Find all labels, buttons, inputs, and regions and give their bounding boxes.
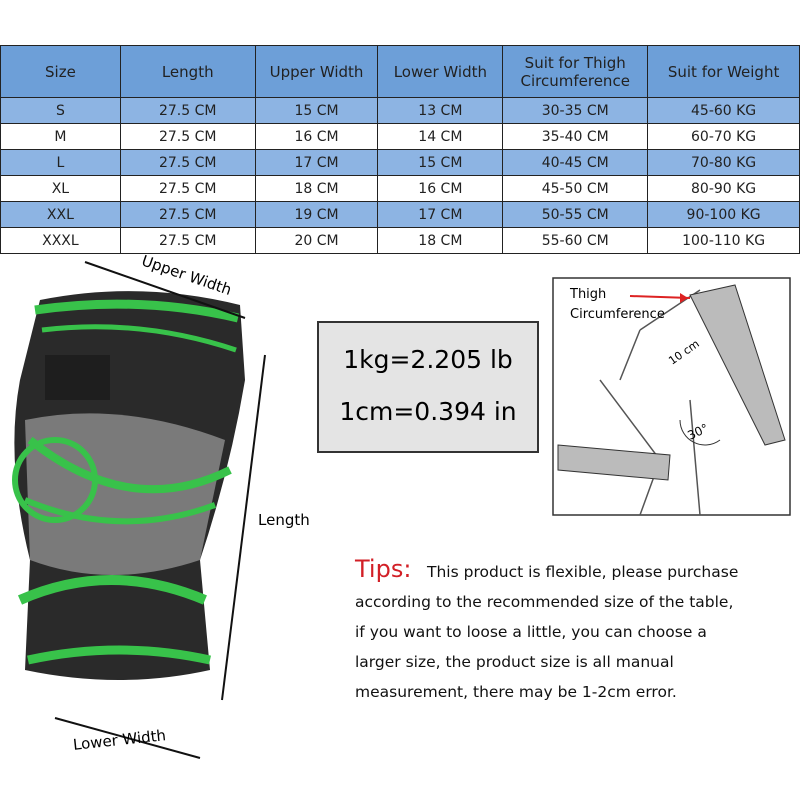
length-label: Length [258,511,310,529]
table-cell: 27.5 CM [119,97,256,124]
table-row: XL 27.5 CM 18 CM 16 CM 45-50 CM 80-90 KG [0,175,800,202]
table-row: L 27.5 CM 17 CM 15 CM 40-45 CM 70-80 KG [0,149,800,176]
table-cell: 19 CM [254,201,379,228]
table-cell: 17 CM [377,201,504,228]
table-cell: 70-80 KG [647,149,800,176]
table-cell: 27.5 CM [119,227,256,254]
tips-line: according to the recommended size of the… [355,593,733,611]
tips-line: larger size, the product size is all man… [355,653,674,671]
diagram-label: Thigh [569,287,606,302]
tips-line: measurement, there may be 1-2cm error. [355,683,677,701]
table-cell: 20 CM [254,227,379,254]
table-cell: 55-60 CM [502,227,649,254]
conversion: 1kg=2.205 lb [343,345,513,374]
table-cell: M [0,123,121,150]
diagram-label: Circumference [570,307,665,322]
knee-brace [12,291,245,680]
table-cell: 90-100 KG [647,201,800,228]
table-cell: Length [119,45,256,98]
table-cell: Lower Width [377,45,504,98]
table-cell: 14 CM [377,123,504,150]
table-cell: Size [0,45,121,98]
table-cell: S [0,97,121,124]
table-cell: 27.5 CM [119,149,256,176]
table-row: Size Length Upper Width Lower Width Suit for… [0,45,800,98]
tips-line: This product is flexible, please purchas… [426,563,738,581]
table-cell: 13 CM [377,97,504,124]
upper-width-line [84,261,246,319]
tips-label: Tips: [354,555,411,583]
table-cell: 30-35 CM [502,97,649,124]
table-cell: 18 CM [377,227,504,254]
lower-width-line [54,717,201,759]
table-cell: 40-45 CM [502,149,649,176]
table-cell: L [0,149,121,176]
table-cell: 16 CM [377,175,504,202]
conversion: 1cm=0.394 in [339,397,516,426]
size-table: Size Length Upper Width Lower Width Suit for… [0,45,800,254]
thigh-diagram [552,277,791,516]
table-cell: Suit for Thigh Circumference [502,45,649,98]
tips-text: This product is flexible, please purchas… [355,563,738,701]
table-cell: XXL [0,201,121,228]
table-cell: 27.5 CM [119,175,256,202]
table-cell: 15 CM [377,149,504,176]
length-line [221,354,266,701]
table-cell: 18 CM [254,175,379,202]
table-cell: 100-110 KG [647,227,800,254]
table-cell: 35-40 CM [502,123,649,150]
table-cell: 80-90 KG [647,175,800,202]
tips-line: if you want to loose a little, you can c… [355,623,707,641]
conversion-box [317,321,539,453]
table-cell: 15 CM [254,97,379,124]
table-row: M 27.5 CM 16 CM 14 CM 35-40 CM 60-70 KG [0,123,800,150]
lower-width-label: Lower Width [72,726,167,754]
table-cell: 17 CM [254,149,379,176]
table-row: XXXL 27.5 CM 20 CM 18 CM 55-60 CM 100-110 KG [0,227,800,254]
table-cell: 60-70 KG [647,123,800,150]
